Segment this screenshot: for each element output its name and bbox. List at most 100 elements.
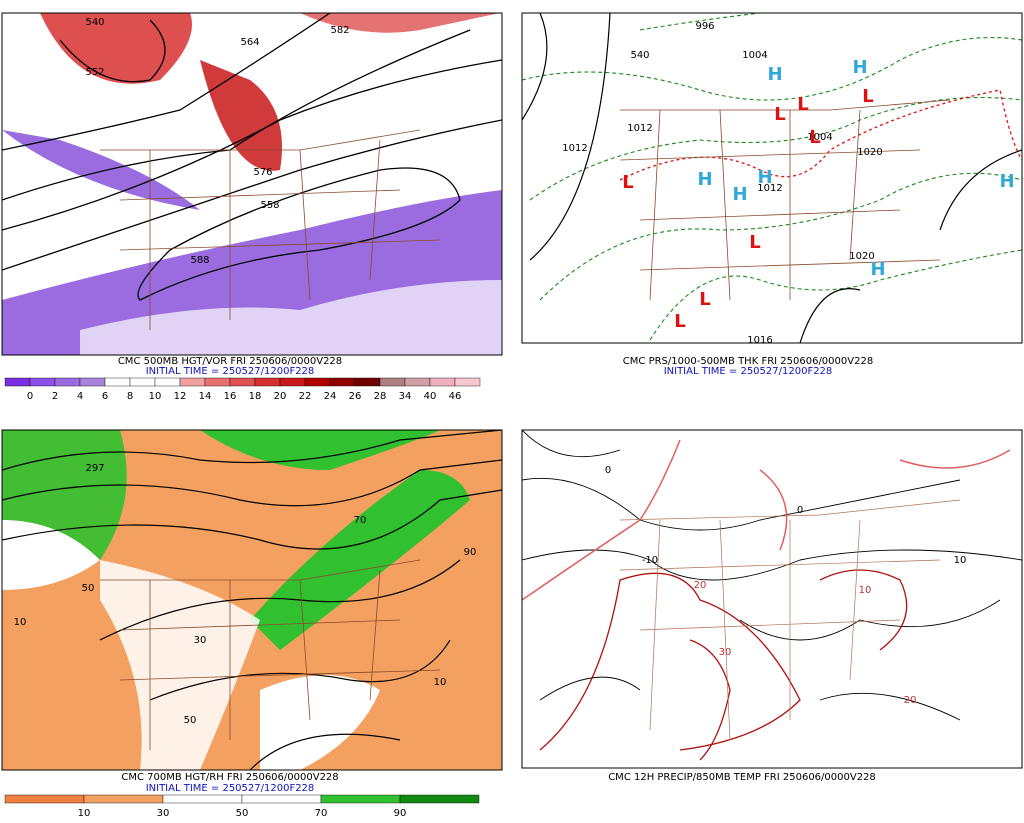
contour-label: 0 bbox=[605, 465, 611, 476]
colorbar-label: 2 bbox=[52, 391, 58, 402]
contour-label: 1012 bbox=[757, 183, 782, 194]
contour-label: 20 bbox=[694, 580, 707, 591]
colorbar-swatch bbox=[279, 377, 306, 387]
contour-label: 50 bbox=[184, 715, 197, 726]
pressure-center: H bbox=[757, 167, 772, 188]
pressure-center: L bbox=[774, 104, 785, 125]
colorbar-label: 4 bbox=[77, 391, 83, 402]
colorbar-swatch bbox=[104, 377, 131, 387]
contour-label: 30 bbox=[194, 635, 207, 646]
pressure-center: H bbox=[767, 64, 782, 85]
colorbar-label: 30 bbox=[157, 808, 170, 819]
pressure-center: H bbox=[732, 184, 747, 205]
colorbar-swatch bbox=[229, 377, 256, 387]
colorbar-swatch bbox=[454, 377, 481, 387]
contour-label: 70 bbox=[354, 515, 367, 526]
colorbar-swatch bbox=[354, 377, 381, 387]
contour-label: 1020 bbox=[849, 251, 874, 262]
colorbar-label: 18 bbox=[249, 391, 262, 402]
colorbar-swatch bbox=[79, 377, 106, 387]
colorbar-swatch bbox=[179, 377, 206, 387]
colorbar-swatch bbox=[129, 377, 156, 387]
initial-time: INITIAL TIME = 250527/1200F228 bbox=[146, 366, 315, 377]
colorbar-label: 26 bbox=[349, 391, 362, 402]
contour-label: 558 bbox=[260, 200, 279, 211]
colorbar-label: 6 bbox=[102, 391, 108, 402]
colorbar-label: 16 bbox=[224, 391, 237, 402]
colorbar-label: 46 bbox=[449, 391, 462, 402]
colorbar-label: 12 bbox=[174, 391, 187, 402]
colorbar-label: 70 bbox=[315, 808, 328, 819]
contour-label: 10 bbox=[434, 677, 447, 688]
colorbar-label: 34 bbox=[399, 391, 412, 402]
contour-label: 90 bbox=[464, 547, 477, 558]
caption: CMC 12H PRECIP/850MB TEMP FRI 250606/000… bbox=[608, 772, 876, 783]
colorbar-swatch bbox=[304, 377, 331, 387]
pressure-center: L bbox=[749, 232, 760, 253]
colorbar-label: 50 bbox=[236, 808, 249, 819]
contour-label: 10 bbox=[14, 617, 27, 628]
pressure-center: L bbox=[674, 311, 685, 332]
contour-label: 540 bbox=[630, 50, 649, 61]
colorbar-swatch bbox=[429, 377, 456, 387]
pressure-center: H bbox=[999, 171, 1014, 192]
colorbar-label: 20 bbox=[274, 391, 287, 402]
contour-label: 1012 bbox=[562, 143, 587, 154]
colorbar-label: 0 bbox=[27, 391, 33, 402]
contour-label: 297 bbox=[85, 463, 104, 474]
colorbar-swatch bbox=[320, 794, 401, 804]
colorbar-swatch bbox=[254, 377, 281, 387]
contour-label: 1012 bbox=[627, 123, 652, 134]
colorbar-swatch bbox=[404, 377, 431, 387]
contour-label: 1004 bbox=[742, 50, 767, 61]
contour-label: 582 bbox=[330, 25, 349, 36]
contour-label: 576 bbox=[253, 167, 272, 178]
colorbar-swatch bbox=[379, 377, 406, 387]
colorbar-swatch bbox=[29, 377, 56, 387]
contour-label: 564 bbox=[240, 37, 259, 48]
colorbar-swatch bbox=[329, 377, 356, 387]
colorbar-label: 8 bbox=[127, 391, 133, 402]
pressure-center: L bbox=[797, 94, 808, 115]
contour-label: -10 bbox=[642, 555, 658, 566]
colorbar-label: 14 bbox=[199, 391, 212, 402]
pressure-center: L bbox=[862, 86, 873, 107]
colorbar-label: 10 bbox=[78, 808, 91, 819]
colorbar-swatch bbox=[4, 377, 31, 387]
contour-label: 1016 bbox=[747, 335, 772, 346]
colorbar-label: 10 bbox=[149, 391, 162, 402]
contour-label: 1020 bbox=[857, 147, 882, 158]
pressure-map bbox=[522, 13, 1022, 343]
caption: CMC 500MB HGT/VOR FRI 250606/0000V228 bbox=[118, 356, 342, 367]
caption: CMC PRS/1000-500MB THK FRI 250606/0000V2… bbox=[623, 356, 873, 367]
colorbar-label: 90 bbox=[394, 808, 407, 819]
colorbar-label: 40 bbox=[424, 391, 437, 402]
colorbar-swatch bbox=[83, 794, 164, 804]
vorticity-map bbox=[2, 13, 502, 355]
contour-label: 552 bbox=[85, 67, 104, 78]
contour-label: 1004 bbox=[807, 132, 832, 143]
contour-label: 996 bbox=[695, 21, 714, 32]
colorbar-label: 28 bbox=[374, 391, 387, 402]
temperature-map bbox=[522, 430, 1022, 768]
contour-label: 540 bbox=[85, 17, 104, 28]
colorbar-swatch bbox=[162, 794, 243, 804]
initial-time: INITIAL TIME = 250527/1200F228 bbox=[664, 366, 833, 377]
colorbar-label: 24 bbox=[324, 391, 337, 402]
colorbar: 0 2 4 6 8 10 12 14 16 18 20 22 24 26 28 34 40 46 bbox=[4, 377, 481, 402]
contour-label: 10 bbox=[859, 585, 872, 596]
colorbar-swatch bbox=[241, 794, 322, 804]
colorbar-swatch bbox=[4, 794, 85, 804]
colorbar: 10 30 50 70 90 bbox=[4, 794, 480, 819]
contour-label: 10 bbox=[954, 555, 967, 566]
humidity-map bbox=[2, 430, 502, 770]
colorbar-swatch bbox=[54, 377, 81, 387]
contour-label: 588 bbox=[190, 255, 209, 266]
pressure-center: H bbox=[870, 259, 885, 280]
contour-label: 20 bbox=[904, 695, 917, 706]
contour-label: 50 bbox=[82, 583, 95, 594]
contour-label: 0 bbox=[797, 505, 803, 516]
contour-label: 30 bbox=[719, 647, 732, 658]
pressure-center: L bbox=[622, 172, 633, 193]
